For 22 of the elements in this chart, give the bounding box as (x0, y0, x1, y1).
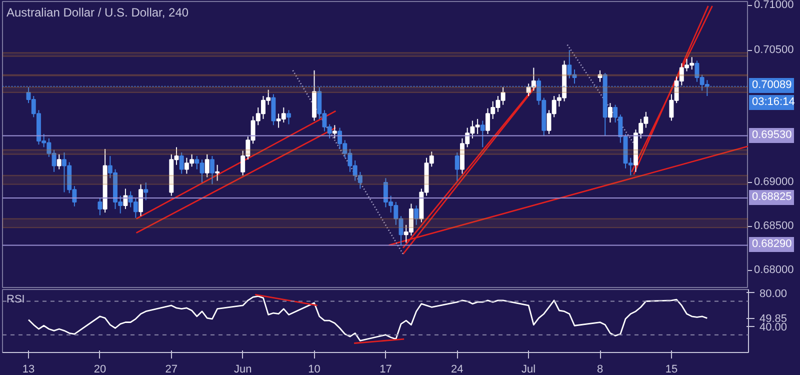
y-tick-label: 0.68500 (754, 219, 794, 234)
y-tick-label: 0.71000 (754, 0, 794, 12)
x-tick-label: 13 (22, 364, 35, 375)
ref-line-label: 0.68290 (749, 237, 794, 252)
ref-line-label: 0.69530 (749, 128, 794, 143)
y-tick-label: 0.69000 (754, 175, 794, 189)
ref-line-label: 0.68825 (749, 190, 794, 205)
ref-line-label: 0.70089 (749, 78, 794, 94)
x-tick-label: 15 (665, 364, 678, 375)
x-tick-label: 8 (596, 364, 604, 375)
y-tick-label: 0.70500 (754, 42, 794, 57)
x-tick-label: 20 (94, 364, 106, 375)
x-tick-label: 17 (380, 364, 392, 375)
chart-title: Australian Dollar / U.S. Dollar, 240 (6, 6, 189, 20)
y-tick-label: 0.68000 (754, 263, 794, 278)
x-tick-label: Jun (234, 364, 252, 375)
x-tick-label: 27 (165, 364, 178, 375)
chart-title: RSI (6, 294, 25, 306)
x-tick-label: 10 (308, 364, 320, 375)
y-tick-label: 80.00 (760, 288, 788, 300)
x-tick-label: Jul (522, 364, 536, 375)
x-tick-label: 24 (451, 364, 464, 375)
